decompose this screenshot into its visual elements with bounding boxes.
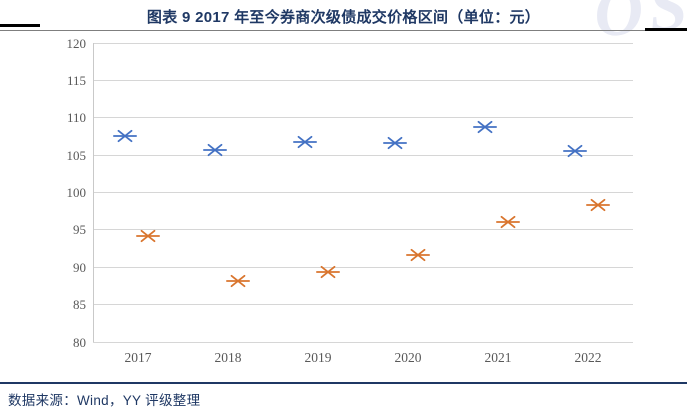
y-axis-tick-label: 100 [66, 185, 87, 200]
data-point-marker-upper-price-2019 [293, 136, 317, 149]
data-point-marker-lower-price-2017 [136, 229, 160, 242]
data-point-marker-lower-price-2019 [316, 265, 340, 278]
gridline-y-85 [93, 304, 633, 306]
header-rule-black-left [0, 24, 40, 27]
y-axis-tick-label: 105 [66, 147, 87, 163]
data-source-note: 数据来源：Wind，YY 评级整理 [8, 393, 201, 408]
data-point-marker-upper-price-2020 [383, 137, 407, 150]
y-axis-tick-label: 85 [73, 297, 86, 313]
gridline-y-95 [93, 229, 633, 231]
data-point-marker-upper-price-2018 [203, 143, 227, 156]
y-axis-line [93, 43, 94, 342]
data-point-marker-upper-price-2021 [473, 120, 497, 133]
data-point-marker-lower-price-2020 [406, 249, 430, 262]
gridline-y-80 [93, 341, 633, 343]
footer-rule [0, 382, 687, 384]
header-rule [0, 30, 687, 31]
x-axis-tick-label-2018: 2018 [214, 350, 242, 365]
x-axis-tick-label-2021: 2021 [484, 350, 512, 365]
gridline-y-110 [93, 117, 633, 119]
x-axis-tick-label-2019: 2019 [304, 350, 332, 365]
gridline-y-120 [93, 42, 633, 44]
x-axis-tick-label-2022: 2022 [574, 350, 602, 365]
data-point-marker-lower-price-2021 [496, 215, 520, 228]
y-axis-tick-label: 115 [66, 72, 86, 88]
scatter-chart: 120 115 110 105 100 95 90 85 80 2017 2018 2019 2020 2… [66, 35, 633, 365]
y-axis-tick-label: 120 [66, 35, 87, 51]
x-axis-tick-label-2020: 2020 [394, 350, 422, 365]
gridline-y-115 [93, 79, 633, 81]
x-axis-tick-label-2017: 2017 [124, 350, 152, 365]
y-axis-tick-label: 95 [73, 222, 86, 238]
header-rule-black-right [645, 28, 687, 31]
chart-title: 图表 9 2017 年至今券商次级债成交价格区间（单位：元） [146, 9, 541, 26]
data-point-marker-upper-price-2022 [563, 145, 587, 158]
y-axis-tick-label: 80 [73, 334, 86, 350]
y-axis-tick-label: 90 [73, 259, 86, 275]
gridline-y-105 [93, 154, 633, 156]
data-point-marker-upper-price-2017 [113, 129, 137, 142]
data-point-marker-lower-price-2022 [586, 199, 610, 212]
data-point-marker-lower-price-2018 [226, 274, 250, 287]
gridline-y-100 [93, 192, 633, 193]
gridline-y-90 [93, 266, 633, 268]
y-axis-tick-label: 110 [66, 110, 86, 126]
